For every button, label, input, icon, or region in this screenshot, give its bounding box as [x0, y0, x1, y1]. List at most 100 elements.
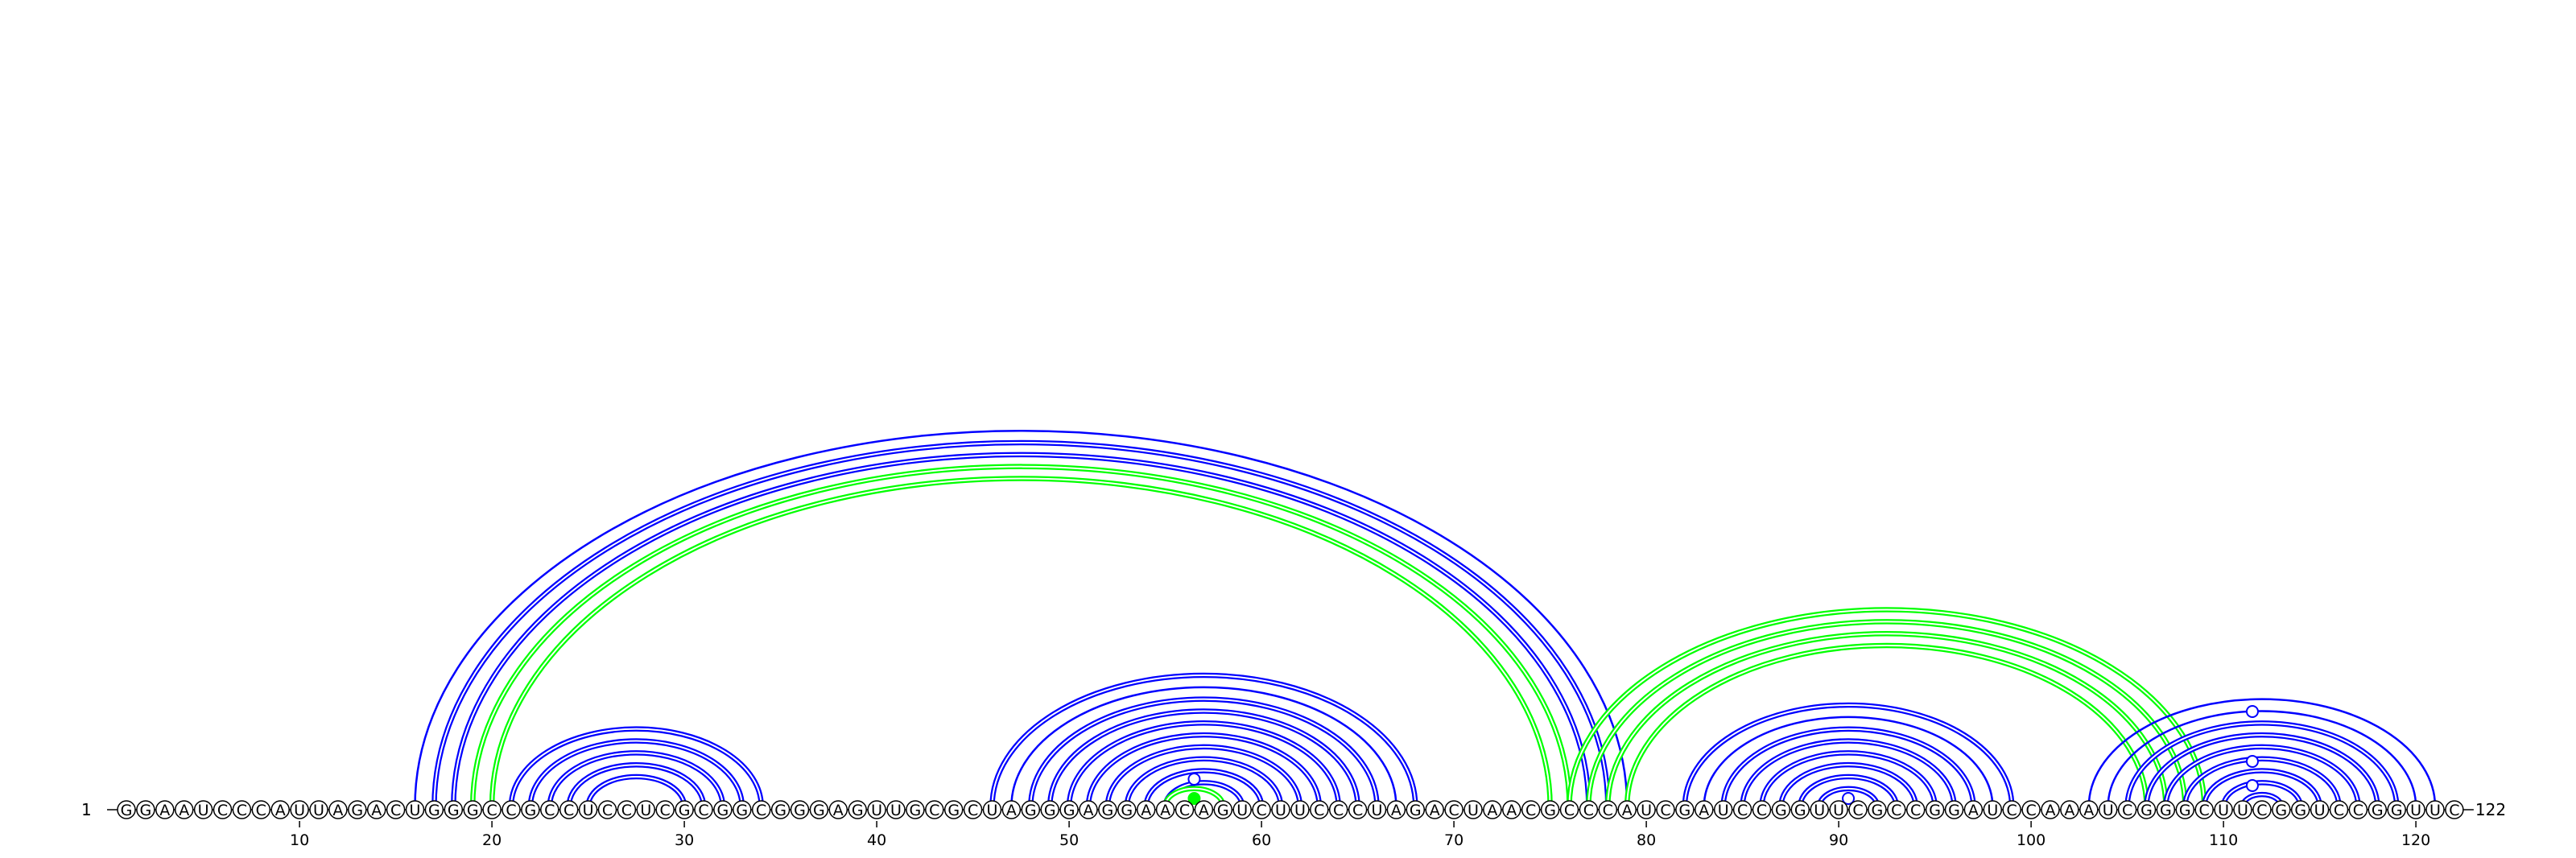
nucleotide-117: C [2348, 800, 2368, 819]
nucleotide-69: A [1425, 800, 1444, 819]
nucleotide-45: C [963, 800, 983, 819]
svg-text:G: G [2140, 802, 2153, 819]
pair-arc-gap-89-92 [1818, 787, 1878, 807]
nucleotide-68: G [1406, 800, 1426, 819]
tick-label-120: 120 [2401, 831, 2430, 849]
nucleotide-28: U [636, 800, 656, 819]
pair-arc-gap-82-99 [1683, 704, 2013, 807]
svg-text:G: G [947, 802, 960, 819]
pair-arc-gap-88-93 [1799, 775, 1897, 807]
svg-text:C: C [256, 802, 266, 819]
svg-text:G: G [1679, 802, 1691, 819]
nucleotide-50: G [1059, 800, 1079, 819]
nucleotide-18: G [444, 800, 464, 819]
nucleotide-21: C [502, 800, 521, 819]
svg-text:U: U [2410, 802, 2421, 819]
nucleotide-115: U [2310, 800, 2330, 819]
pair-arc-gap-20-75 [491, 477, 1551, 807]
nucleotide-58: G [1213, 800, 1233, 819]
svg-text:C: C [217, 802, 228, 819]
nucleotide-84: U [1713, 800, 1733, 819]
nucleotide-87: G [1771, 800, 1791, 819]
nucleotide-80: U [1637, 800, 1656, 819]
nucleotide-51: A [1079, 800, 1098, 819]
pair-arc-gap-86-95 [1761, 752, 1936, 807]
nucleotide-42: G [906, 800, 925, 819]
pair-arc-gap-48-66 [1030, 698, 1378, 807]
svg-text:C: C [506, 802, 516, 819]
svg-text:G: G [1794, 802, 1806, 819]
nucleotide-89: U [1810, 800, 1829, 819]
svg-text:C: C [1564, 802, 1575, 819]
pair-arc-gap-50-64 [1068, 722, 1340, 807]
pair-arc-gap-53-61 [1125, 757, 1282, 807]
pair-arc-gap-105-119 [2126, 722, 2398, 807]
pair-arc-gap-19-76 [472, 465, 1571, 807]
svg-text:C: C [1448, 802, 1459, 819]
svg-text:U: U [1833, 802, 1844, 819]
nucleotide-10: U [290, 800, 309, 819]
svg-text:G: G [351, 802, 363, 819]
svg-text:C: C [1603, 802, 1613, 819]
pair-arc-47-67 [1010, 686, 1397, 807]
svg-text:C: C [2199, 802, 2210, 819]
svg-text:C: C [1352, 802, 1363, 819]
svg-text:G: G [2372, 802, 2384, 819]
svg-text:G: G [1948, 802, 1960, 819]
nucleotide-44: G [943, 800, 964, 819]
nucleotide-67: A [1386, 800, 1406, 819]
svg-text:A: A [1391, 802, 1402, 819]
svg-text:U: U [987, 802, 998, 819]
pair-marker [1842, 792, 1856, 805]
nucleotide-24: C [559, 800, 579, 819]
nucleotide-35: G [770, 800, 791, 819]
svg-text:U: U [1814, 802, 1825, 819]
nucleotide-60: C [1252, 800, 1271, 819]
svg-text:C: C [2353, 802, 2363, 819]
svg-text:U: U [871, 802, 882, 819]
nucleotide-23: C [540, 800, 559, 819]
nucleotide-93: C [1887, 800, 1906, 819]
nucleotide-66: U [1367, 800, 1387, 819]
nucleotide-49: G [1040, 800, 1059, 819]
pair-arc-gap-87-94 [1780, 764, 1917, 807]
nucleotide-113: G [2272, 800, 2291, 819]
svg-text:C: C [1757, 802, 1767, 819]
svg-text:C: C [486, 802, 497, 819]
nucleotide-46: U [982, 800, 1002, 819]
nucleotide-36: G [790, 800, 810, 819]
pair-arc-gap-22-33 [529, 740, 743, 807]
nucleotide-38: A [828, 800, 848, 819]
pair-arc-82-99 [1682, 702, 2015, 807]
nucleotide-41: U [886, 800, 906, 819]
nucleotide-9: A [270, 800, 290, 819]
svg-text:C: C [564, 802, 574, 819]
svg-text:G: G [1025, 802, 1037, 819]
tick-label-80: 80 [1637, 831, 1656, 849]
svg-text:U: U [890, 802, 902, 819]
pair-arc-103-121 [2087, 698, 2437, 807]
svg-text:C: C [1660, 802, 1670, 819]
nucleotide-48: G [1021, 800, 1041, 819]
nucleotide-15: C [386, 800, 406, 819]
nucleotide-78: C [1598, 800, 1618, 819]
svg-text:U: U [1718, 802, 1729, 819]
pair-marker [2245, 779, 2259, 792]
pair-marker [1187, 773, 1201, 786]
svg-text:A: A [2064, 802, 2074, 819]
pair-arc-104-120 [2107, 710, 2417, 807]
nucleotide-88: G [1790, 800, 1810, 819]
tick-label-30: 30 [675, 831, 694, 849]
pair-arc-17-78 [431, 439, 1611, 807]
svg-text:C: C [1583, 802, 1594, 819]
svg-text:U: U [2103, 802, 2114, 819]
pair-arc-gap-79-106 [1626, 644, 2148, 807]
pair-arc-gap-55-58 [1164, 787, 1224, 807]
svg-text:A: A [159, 802, 170, 819]
tick-label-110: 110 [2209, 831, 2238, 849]
svg-text:A: A [275, 802, 286, 819]
nucleotide-75: G [1540, 800, 1560, 819]
svg-text:C: C [1256, 802, 1266, 819]
nucleotide-82: G [1675, 800, 1695, 819]
